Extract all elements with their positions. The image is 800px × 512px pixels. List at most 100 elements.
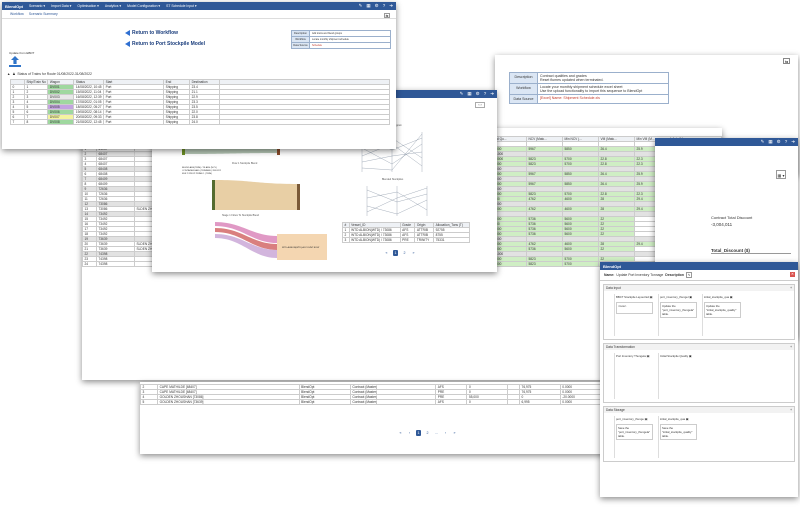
legend-value: Locate your monthly shipment schedule ex… — [540, 85, 643, 93]
legend-key: Data Source — [510, 95, 538, 103]
step-body: Update the "initial_stockpile_quality" t… — [704, 302, 741, 318]
help-icon[interactable]: ? — [784, 139, 788, 144]
pagination: « ‹ 1 2... › » — [398, 430, 457, 436]
contract-master-table: 2 CAPE MATHILDE [68407] BlendOpt Contract (… — [140, 384, 610, 405]
page-button[interactable]: 1 — [393, 250, 398, 256]
page-button[interactable]: 1 — [416, 430, 421, 436]
chart-title: Blended Stockpiles — [382, 178, 404, 181]
legend-value: Locate monthly shipment schedule — [312, 38, 349, 41]
expand-icon[interactable]: ⇆ — [384, 13, 390, 18]
page-button[interactable]: › — [444, 431, 447, 435]
section-header[interactable]: Data Transformation + — [604, 344, 794, 350]
window-control-icon[interactable]: ‹ › — [475, 102, 485, 108]
logout-icon[interactable]: ➜ — [490, 91, 494, 96]
sankey-node — [297, 184, 300, 210]
legend-key: Description — [292, 31, 310, 36]
plus-icon[interactable]: + — [790, 286, 792, 290]
table-cell: DV008 — [47, 119, 75, 125]
workflow-step[interactable]: initial_stockpile_qua ▣ Update the "initi… — [702, 294, 742, 336]
table-cell: Contract (Master) — [349, 399, 437, 405]
chart-title: Flow 1 Stockpile Blend — [232, 162, 258, 165]
plus-icon[interactable]: + — [790, 408, 792, 412]
grid-icon[interactable]: ▦ — [768, 139, 773, 144]
brand-logo[interactable]: BlendOpt — [603, 263, 621, 269]
page-button[interactable]: « — [385, 251, 388, 255]
table-row[interactable]: 2 3 DV003 16/08/2022, 12:39 Port Shipping 22.9 — [10, 94, 390, 100]
workflow-step[interactable]: port_inventory_thungel ▣ Update the "port… — [658, 294, 698, 336]
table-row[interactable]: 3 WTD ALBION(WTD) / 73086 PRE TRINITY 75331 — [342, 237, 470, 243]
breadcrumb-workflow[interactable]: Workflow — [10, 12, 24, 16]
section-header[interactable]: Data Input + — [604, 285, 794, 291]
gear-icon[interactable]: ⚙ — [475, 91, 480, 96]
edit-icon[interactable]: ✎ — [459, 91, 464, 96]
name-label: Name: — [604, 273, 615, 277]
section-header[interactable]: Data Storage + — [604, 407, 794, 413]
workflow-step[interactable]: initial_stockpile_qua ▣ Save the "initial… — [658, 416, 698, 458]
workflow-step[interactable]: BBCT Stockpile Layout Ed ▣ <new> — [614, 294, 654, 336]
upload-icon[interactable] — [11, 56, 19, 64]
workflow-step[interactable]: Initial Stockpile Quality ▣ — [658, 353, 698, 399]
table-cell — [507, 399, 521, 405]
return-to-workflow-link[interactable]: Return to Workflow — [125, 30, 178, 36]
legend-box: Description Contract qualities and grade… — [509, 72, 669, 104]
workflow-step[interactable]: Port Inventory Thungela ▣ — [614, 353, 654, 399]
section-boxes: BBCT Stockpile Layout Ed ▣ <new> port_inve… — [604, 291, 794, 339]
nav-optimisation[interactable]: Optimisation ▾ — [77, 4, 99, 8]
table-cell: 15/08/2022, 11:04 — [73, 89, 105, 95]
return-to-port-stockpile-link[interactable]: Return to Port Stockpile Model — [125, 41, 205, 47]
page-button[interactable]: 2 — [403, 251, 406, 255]
gear-icon[interactable]: ⚙ — [374, 3, 379, 8]
nav-st-schedule-input[interactable]: ST Schedule Input ▾ — [166, 4, 197, 8]
filter-box[interactable]: ▦ ▾ — [776, 170, 786, 179]
table-cell — [219, 119, 390, 125]
table-row[interactable]: 2 WTD ALBION(WTD) / 73086 AFS ATTRIB 8755 — [342, 232, 470, 238]
logout-icon[interactable]: ➜ — [389, 3, 393, 8]
legend-line: MULTI PROP PRIME 1 (TRIM) — [182, 173, 212, 175]
nav-scenario[interactable]: Scenario ▾ — [29, 4, 46, 8]
workflow-section: Data Input + BBCT Stockpile Layout Ed ▣ <ne… — [603, 284, 795, 340]
nav-analytics[interactable]: Analytics ▾ — [104, 4, 122, 8]
gear-icon[interactable]: ⚙ — [776, 139, 781, 144]
table-row[interactable]: 1 WTD ALBION(WTD) / 73086 AFS ATTRIB 92755 — [342, 227, 470, 233]
collapse-icon[interactable]: ⇆ — [783, 58, 790, 64]
workflow-sections: Data Input + BBCT Stockpile Layout Ed ▣ <ne… — [600, 284, 798, 462]
legend-row-data-source: Data Source [Excel] Name: Shipment Sched… — [510, 95, 668, 103]
workflow-name-row: Name: Update Port Inventory Tonnage Desc… — [600, 270, 798, 281]
edit-icon[interactable]: ✎ — [358, 3, 363, 8]
nav-model-configuration[interactable]: Model Configuration ▾ — [127, 4, 161, 8]
page-button[interactable]: ... — [435, 431, 438, 435]
page-button[interactable]: ‹ — [408, 431, 411, 435]
edit-icon[interactable]: ✎ — [760, 139, 765, 144]
grid-icon[interactable]: ▦ — [366, 3, 371, 8]
table-row[interactable]: 5 GOLDEN ZHOUSHAN [73639] BlendOpt Contract… — [140, 399, 610, 405]
page-button[interactable]: » — [453, 431, 456, 435]
workflow-step[interactable]: port_inventory_thunge ▣ Save the "port_in… — [614, 416, 654, 458]
table-cell: 19/08/2022, 08:14 — [73, 109, 105, 115]
logout-icon[interactable]: ➜ — [791, 139, 795, 144]
nav-import-data[interactable]: Import Data ▾ — [51, 4, 72, 8]
brand-logo[interactable]: BlendOpt — [5, 3, 23, 9]
legend-line: BLEND ABS(TRIM) / 28 ABS (NCV) — [182, 166, 217, 169]
table-row[interactable]: 4 GOLDEN ZHOUSHAN [73086] BlendOpt Contract… — [140, 394, 610, 400]
breadcrumb-scenario-summary[interactable]: Scenario Summary — [28, 12, 58, 16]
page-button[interactable]: « — [399, 431, 402, 435]
edit-description-button[interactable]: ✎ — [685, 272, 693, 278]
contract-total-discount-value: -3,004,011 — [711, 222, 733, 227]
legend-row: Workflow Locate monthly shipment schedul… — [292, 37, 390, 43]
page-button[interactable]: 2 — [426, 431, 429, 435]
grid-icon[interactable]: ▦ — [467, 91, 472, 96]
table-row[interactable]: 7 8 DV008 21/08/2022, 12:45 Port Shipping 24.0 — [10, 119, 390, 125]
help-icon[interactable]: ? — [483, 91, 487, 96]
upload-underline — [9, 65, 21, 67]
legend-row: Description Add trains and blend groups — [292, 31, 390, 37]
help-icon[interactable]: ? — [382, 3, 386, 8]
sankey-link — [215, 228, 277, 250]
workflow-name: Update Port Inventory Tonnage — [616, 273, 664, 277]
table-cell: 14/08/2022, 10:45 — [73, 84, 105, 90]
section-boxes: port_inventory_thunge ▣ Save the "port_in… — [604, 413, 794, 461]
plus-icon[interactable]: + — [790, 345, 792, 349]
table-cell: TRINITY — [414, 237, 435, 243]
col-header[interactable]: Ship/Train No — [23, 79, 49, 85]
close-icon[interactable]: ✕ — [790, 272, 795, 277]
page-button[interactable]: » — [412, 251, 415, 255]
